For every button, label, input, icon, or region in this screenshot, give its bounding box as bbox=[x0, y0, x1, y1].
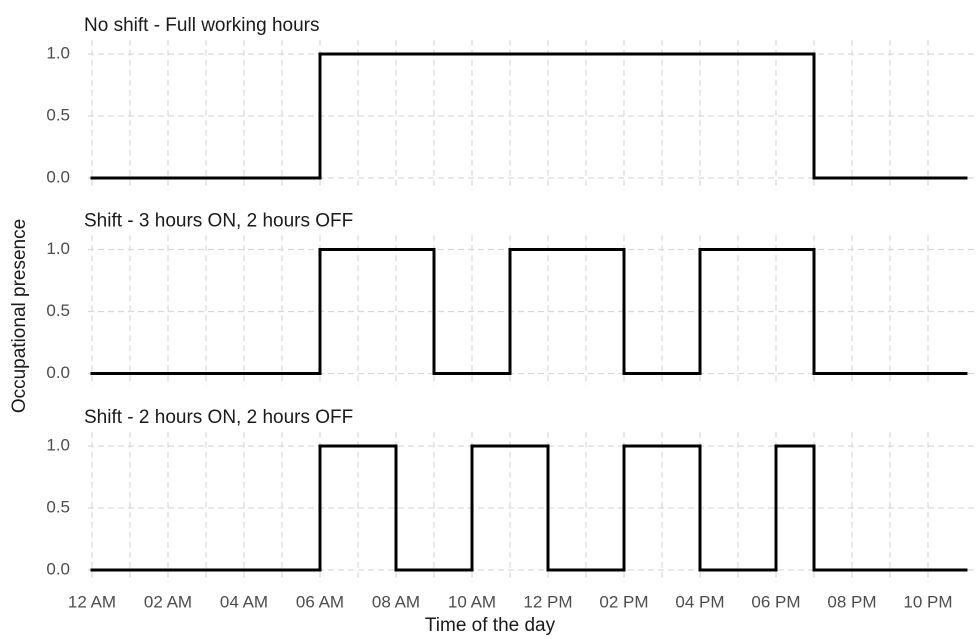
panel-title: Shift - 3 hours ON, 2 hours OFF bbox=[84, 210, 353, 231]
x-tick-label: 04 AM bbox=[220, 593, 268, 612]
y-tick-label: 1.0 bbox=[46, 435, 70, 454]
panel-title: No shift - Full working hours bbox=[84, 15, 319, 36]
y-tick-label: 0.5 bbox=[46, 301, 70, 320]
y-tick-label: 1.0 bbox=[46, 43, 70, 62]
x-tick-label: 08 PM bbox=[827, 593, 876, 612]
y-tick-label: 0.0 bbox=[46, 559, 70, 578]
panel-title: Shift - 2 hours ON, 2 hours OFF bbox=[84, 407, 353, 428]
x-tick-label: 12 AM bbox=[68, 593, 116, 612]
x-tick-label: 02 AM bbox=[144, 593, 192, 612]
x-axis-title: Time of the day bbox=[425, 615, 556, 636]
y-tick-label: 0.5 bbox=[46, 105, 70, 124]
x-tick-label: 06 AM bbox=[296, 593, 344, 612]
y-tick-label: 1.0 bbox=[46, 239, 70, 258]
x-tick-label: 04 PM bbox=[675, 593, 724, 612]
x-tick-label: 06 PM bbox=[751, 593, 800, 612]
y-tick-label: 0.0 bbox=[46, 363, 70, 382]
x-tick-label: 10 AM bbox=[448, 593, 496, 612]
x-tick-label: 02 PM bbox=[599, 593, 648, 612]
y-tick-label: 0.0 bbox=[46, 167, 70, 186]
x-tick-label: 12 PM bbox=[523, 593, 572, 612]
y-tick-label: 0.5 bbox=[46, 497, 70, 516]
x-tick-label: 08 AM bbox=[372, 593, 420, 612]
y-axis-title: Occupational presence bbox=[9, 219, 30, 413]
x-tick-label: 10 PM bbox=[903, 593, 952, 612]
